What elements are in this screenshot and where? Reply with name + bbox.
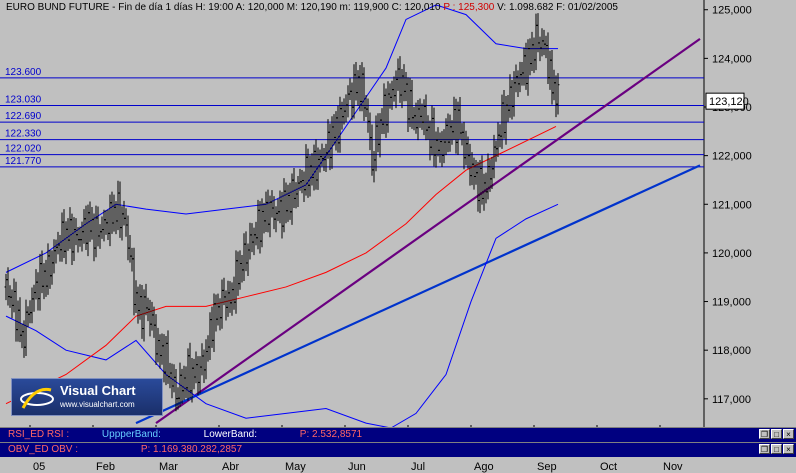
rsi-window-buttons: ❐ □ × — [759, 429, 794, 439]
close-label: C: 120,010 — [391, 2, 441, 13]
y-tick-label: 122,000 — [712, 151, 752, 163]
x-tick-label: Ago — [474, 461, 494, 473]
moving-average-line — [5, 126, 557, 405]
horizontal-level-label: 122.690 — [5, 111, 42, 122]
lower-band-line — [5, 203, 559, 429]
x-tick-label: Jul — [411, 461, 425, 473]
x-tick-label: Sep — [537, 461, 557, 473]
y-tick-label: 118,000 — [712, 345, 751, 357]
horizontal-level-label: 122.330 — [5, 129, 42, 140]
horizontal-level-label: 123.600 — [5, 67, 42, 78]
last-price-label: 123,120 — [709, 96, 749, 108]
logo-url: www.visualchart.com — [60, 400, 135, 409]
low-label: m: 119,900 — [339, 2, 389, 13]
restore-icon[interactable]: ❐ — [759, 444, 770, 454]
logo-name: Visual Chart — [60, 383, 136, 398]
restore-icon[interactable]: ❐ — [759, 429, 770, 439]
y-tick-label: 117,000 — [712, 394, 751, 406]
instrument-name: EURO BUND FUTURE — [6, 2, 110, 13]
x-tick-label: Mar — [159, 461, 178, 473]
time-label: H: 19:00 — [195, 2, 234, 13]
logo-swoosh-icon — [20, 387, 54, 409]
x-tick-label: Feb — [96, 461, 115, 473]
obv-p-value: P: 1.169.380.282,2857 — [140, 444, 243, 455]
x-tick-label: 05 — [33, 461, 45, 473]
horizontal-level-label: 123.030 — [5, 95, 42, 106]
chart-header: EURO BUND FUTURE - Fin de día 1 días H: … — [6, 2, 618, 13]
volume-label: V: 1.098.682 — [497, 2, 554, 13]
x-tick-label: May — [285, 461, 306, 473]
trendline-1 — [155, 38, 701, 425]
rsi-panel-title: RSI_ED RSI : UppperBand: LowerBand: P: 2… — [8, 429, 362, 440]
x-tick-label: Nov — [663, 461, 683, 473]
visual-chart-logo: Visual Chart www.visualchart.com — [11, 378, 163, 416]
maximize-icon[interactable]: □ — [771, 444, 782, 454]
rsi-lower-band: LowerBand: — [203, 429, 258, 440]
close-icon[interactable]: × — [783, 429, 794, 439]
open-label: A: 120,000 — [235, 2, 284, 13]
horizontal-level-label: 121.770 — [5, 156, 42, 167]
rsi-title: RSI_ED RSI : — [8, 429, 70, 440]
x-tick-label: Oct — [600, 461, 617, 473]
y-tick-label: 119,000 — [712, 297, 751, 309]
date-label: F: 01/02/2005 — [556, 2, 618, 13]
plot-background — [0, 0, 704, 428]
y-tick-label: 125,000 — [712, 5, 752, 17]
period-label: Fin de día 1 días — [118, 2, 193, 13]
obv-title: OBV_ED OBV : — [8, 444, 79, 455]
price-label: P : 125,300 — [443, 2, 495, 13]
y-tick-label: 121,000 — [712, 199, 752, 211]
horizontal-level-label: 122.020 — [5, 144, 42, 155]
rsi-p-value: P: 2.532,8571 — [299, 429, 363, 440]
close-icon[interactable]: × — [783, 444, 794, 454]
obv-window-buttons: ❐ □ × — [759, 444, 794, 454]
maximize-icon[interactable]: □ — [771, 429, 782, 439]
rsi-upper-band: UppperBand: — [101, 429, 161, 440]
y-tick-label: 124,000 — [712, 53, 752, 65]
last-price-box — [705, 92, 745, 110]
y-tick-label: 120,000 — [712, 248, 752, 260]
x-tick-label: Jun — [348, 461, 366, 473]
obv-panel-title: OBV_ED OBV : P: 1.169.380.282,2857 — [8, 444, 242, 455]
obv-panel[interactable]: OBV_ED OBV : P: 1.169.380.282,2857 ❐ □ × — [0, 442, 796, 457]
x-tick-label: Abr — [222, 461, 239, 473]
trendline-2 — [135, 164, 701, 425]
rsi-panel[interactable]: RSI_ED RSI : UppperBand: LowerBand: P: 2… — [0, 427, 796, 442]
high-label: M: 120,190 — [286, 2, 337, 13]
time-axis-strip — [0, 457, 796, 473]
